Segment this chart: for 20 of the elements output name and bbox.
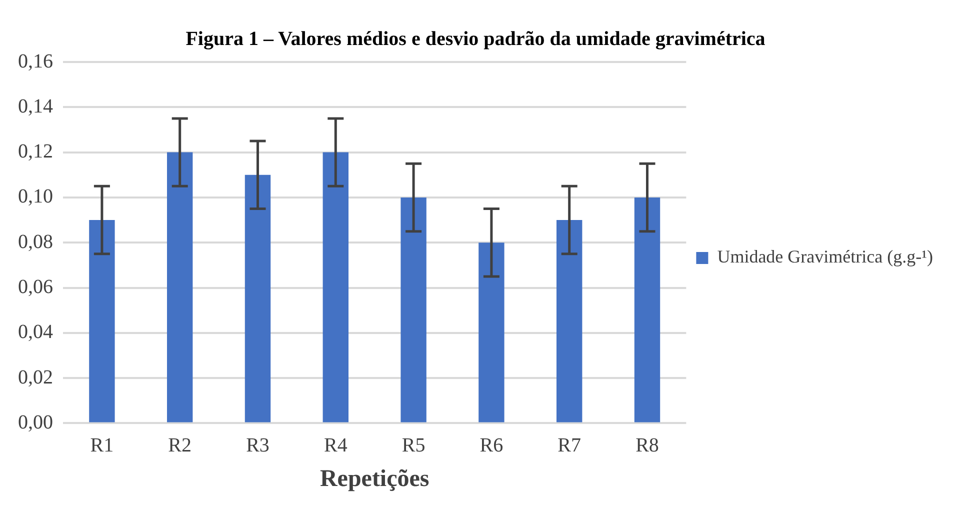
x-tick-label: R3: [246, 434, 270, 456]
y-tick-label: 0,10: [18, 186, 53, 208]
y-tick-label: 0,08: [18, 230, 53, 253]
x-tick-label: R8: [636, 434, 659, 456]
legend-label: Umidade Gravimétrica (g.g-¹): [717, 246, 934, 267]
x-tick-label: R7: [558, 434, 582, 456]
y-tick-label: 0,16: [18, 50, 53, 72]
x-tick-label: R2: [168, 434, 192, 456]
x-axis-title: Repetições: [320, 466, 430, 492]
y-tick-label: 0,00: [18, 411, 53, 434]
y-tick-label: 0,12: [18, 140, 53, 163]
x-tick-label: R5: [402, 434, 426, 456]
y-tick-label: 0,04: [18, 321, 53, 344]
chart-title: Figura 1 – Valores médios e desvio padrão da umidade gravimétrica: [186, 28, 766, 50]
x-tick-label: R4: [324, 434, 348, 456]
x-tick-label: R6: [480, 434, 504, 456]
y-tick-label: 0,02: [18, 366, 53, 388]
y-tick-label: 0,14: [18, 95, 53, 118]
y-tick-label: 0,06: [18, 276, 53, 298]
x-tick-label: R1: [90, 434, 114, 456]
